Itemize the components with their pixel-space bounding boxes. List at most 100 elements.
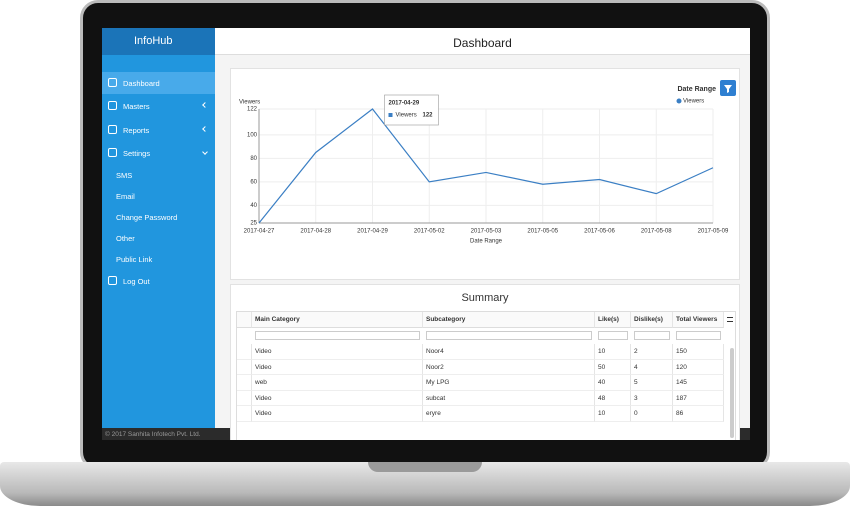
- column-header[interactable]: Like(s): [595, 312, 631, 328]
- table-cell: 50: [595, 359, 631, 375]
- table-title: Summary: [461, 292, 509, 304]
- column-menu[interactable]: [727, 317, 733, 322]
- tooltip-swatch: [388, 113, 393, 117]
- column-header[interactable]: Subcategory: [423, 312, 595, 328]
- table-cell: 10: [595, 406, 631, 422]
- chevron: [202, 126, 208, 132]
- x-tick-label: 2017-05-05: [527, 229, 558, 235]
- scrollbar: [730, 348, 734, 438]
- submenu-item[interactable]: Other: [116, 234, 135, 243]
- submenu-item[interactable]: Public Link: [116, 255, 153, 264]
- menu-label[interactable]: Dashboard: [123, 79, 160, 88]
- tooltip-box: [384, 94, 439, 126]
- laptop-notch: [368, 462, 482, 472]
- table-cell: 0: [631, 406, 673, 422]
- column-filter[interactable]: [598, 331, 628, 340]
- menu-label[interactable]: Log Out: [123, 277, 150, 286]
- table-cell: Video: [252, 344, 423, 360]
- column-filter[interactable]: [426, 331, 592, 340]
- select-all: [237, 312, 252, 328]
- filter-label: Date Range: [677, 86, 716, 93]
- x-tick-label: 2017-04-29: [357, 229, 388, 235]
- row-select[interactable]: [237, 359, 252, 375]
- tooltip-title: 2017-04-29: [389, 101, 420, 107]
- column-filter[interactable]: [255, 331, 420, 340]
- x-axis-label: Date Range: [470, 239, 503, 245]
- column-header[interactable]: Total Viewers: [673, 312, 724, 328]
- menu-item[interactable]: Settings: [102, 142, 215, 164]
- menu-icon: [108, 125, 117, 134]
- filter-icon: [724, 85, 732, 93]
- column-filter[interactable]: [676, 331, 721, 340]
- table-cell: eryre: [423, 406, 595, 422]
- table-cell: Video: [252, 390, 423, 406]
- table-cell: subcat: [423, 390, 595, 406]
- y-tick-label: 60: [250, 179, 257, 185]
- row-select[interactable]: [237, 406, 252, 422]
- x-tick-label: 2017-05-02: [414, 229, 445, 235]
- table-cell: 86: [673, 406, 724, 422]
- menu-item[interactable]: Reports: [102, 119, 215, 141]
- legend-swatch: [676, 98, 682, 104]
- tooltip-value: 122: [423, 113, 434, 119]
- table-cell: 3: [631, 390, 673, 406]
- x-tick-label: 2017-05-08: [641, 229, 672, 235]
- column-header[interactable]: Main Category: [252, 312, 423, 328]
- table-cell: 150: [673, 344, 724, 360]
- column-filter[interactable]: [634, 331, 670, 340]
- brand[interactable]: InfoHub: [102, 28, 215, 55]
- x-tick-label: 2017-05-03: [471, 229, 502, 235]
- menu-label[interactable]: Settings: [123, 149, 151, 158]
- table-cell: 187: [673, 390, 724, 406]
- menu-label[interactable]: Masters: [123, 102, 150, 111]
- table-cell: 120: [673, 359, 724, 375]
- y-tick-label: 122: [247, 107, 258, 113]
- menu-icon: [108, 78, 117, 87]
- table-cell: 2: [631, 344, 673, 360]
- screen: InfoHub Dashboard Masters Reports Settings S…: [102, 28, 750, 440]
- line-series: [258, 108, 714, 224]
- table-cell: Noor2: [423, 359, 595, 375]
- menu-label[interactable]: Reports: [123, 126, 150, 135]
- table-cell: 5: [631, 375, 673, 391]
- y-axis-label: Viewers: [239, 100, 260, 106]
- tooltip-series: Viewers: [396, 113, 417, 119]
- menu-icon: [108, 101, 117, 110]
- row-select[interactable]: [237, 344, 252, 360]
- summary-panel: Summary Main Category Subcategory Like(s) D…: [230, 284, 740, 440]
- menu-icon: [108, 276, 117, 285]
- sidebar: InfoHub Dashboard Masters Reports Settings S…: [102, 28, 215, 428]
- menu-item[interactable]: Masters: [102, 95, 215, 117]
- table: Main Category Subcategory Like(s) Dislike(s…: [236, 311, 736, 440]
- table-cell: 48: [595, 390, 631, 406]
- table-cell: Video: [252, 359, 423, 375]
- table-cell: Noor4: [423, 344, 595, 360]
- submenu-item[interactable]: Change Password: [116, 213, 178, 222]
- submenu-item[interactable]: SMS: [116, 171, 133, 180]
- table-cell: 10: [595, 344, 631, 360]
- x-tick-label: 2017-05-09: [698, 229, 729, 235]
- legend-label: Viewers: [683, 99, 704, 105]
- menu-item[interactable]: Dashboard: [102, 72, 215, 94]
- column-header[interactable]: Dislike(s): [631, 312, 673, 328]
- table-cell: 4: [631, 359, 673, 375]
- table-cell: Video: [252, 406, 423, 422]
- chart-panel: Viewers Date Range 25 40 60 80 100 122 2017-04-2…: [230, 68, 740, 280]
- submenu-item[interactable]: Email: [116, 192, 135, 201]
- row-select[interactable]: [237, 390, 252, 406]
- table-cell: 40: [595, 375, 631, 391]
- table-cell: 145: [673, 375, 724, 391]
- row-select[interactable]: [237, 375, 252, 391]
- y-tick-label: 40: [250, 203, 257, 209]
- y-tick-label: 80: [250, 156, 257, 162]
- x-tick-label: 2017-04-27: [244, 229, 275, 235]
- menu-item[interactable]: Log Out: [102, 270, 215, 292]
- y-tick-label: 25: [250, 221, 257, 227]
- chevron: [202, 149, 208, 155]
- menu-icon: [108, 148, 117, 157]
- y-tick-label: 100: [247, 132, 258, 138]
- table-cell: My LPG: [423, 375, 595, 391]
- table-cell: web: [252, 375, 423, 391]
